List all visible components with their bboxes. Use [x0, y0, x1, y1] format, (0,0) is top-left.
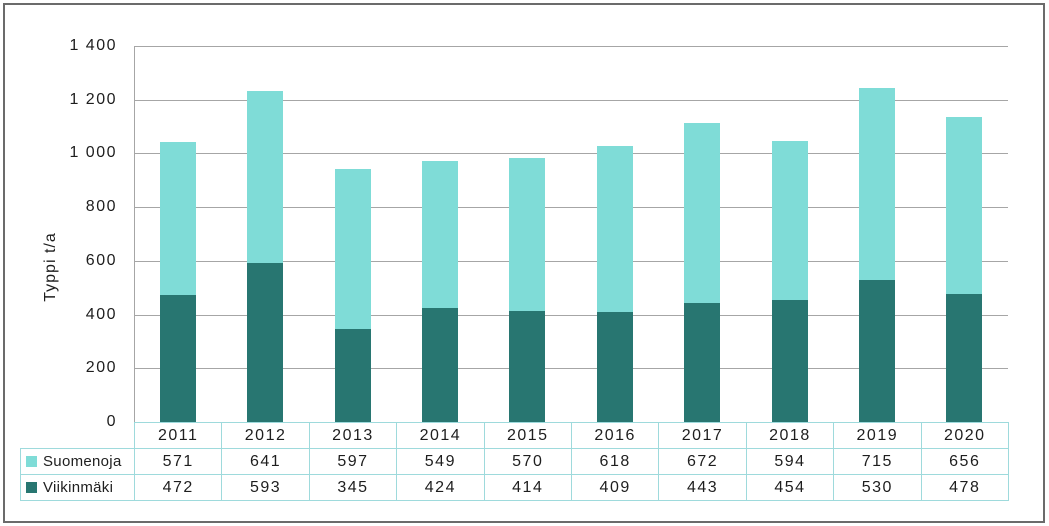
gridline — [134, 46, 1008, 47]
value-cell-viikinmaki-2019: 530 — [833, 474, 922, 501]
bar-segment-viikinmaki-2013 — [334, 329, 371, 422]
value-cell-viikinmaki-2011: 472 — [133, 474, 223, 501]
legend-label-viikinmaki: Viikinmäki — [43, 479, 114, 496]
value-cell-suomenoja-2020: 656 — [920, 448, 1010, 475]
bar-segment-suomenoja-2017 — [684, 122, 721, 304]
value-cell-suomenoja-2012: 641 — [221, 448, 310, 475]
gridline — [134, 153, 1008, 155]
bar-segment-viikinmaki-2012 — [247, 262, 284, 422]
year-header-cell: 2017 — [658, 422, 747, 449]
y-axis-tick-label: 800 — [85, 198, 117, 216]
year-header-row: 2011 2012 2013 2014 2015 2016 2017 2018 2019 2020 — [21, 422, 1010, 449]
gridline — [134, 260, 1008, 262]
y-axis-line — [134, 46, 135, 423]
value-cell-viikinmaki-2017: 443 — [658, 474, 747, 501]
value-cell-suomenoja-2019: 715 — [833, 448, 922, 475]
year-header-cell: 2018 — [745, 422, 835, 449]
y-axis-tick-label: 1 000 — [69, 144, 117, 162]
value-cell-suomenoja-2018: 594 — [745, 448, 835, 475]
bar-segment-viikinmaki-2011 — [159, 295, 196, 422]
bar-segment-viikinmaki-2016 — [596, 312, 633, 422]
value-cell-viikinmaki-2016: 409 — [570, 474, 660, 501]
value-cell-viikinmaki-2020: 478 — [920, 474, 1010, 501]
bar-segment-viikinmaki-2020 — [946, 293, 983, 422]
value-cell-viikinmaki-2018: 454 — [745, 474, 835, 501]
bar-segment-suomenoja-2014 — [421, 160, 458, 309]
value-cell-suomenoja-2016: 618 — [570, 448, 660, 475]
year-header-cell: 2015 — [483, 422, 572, 449]
bar-segment-suomenoja-2015 — [509, 157, 546, 311]
value-cell-viikinmaki-2014: 424 — [396, 474, 485, 501]
bar-segment-suomenoja-2013 — [334, 169, 371, 330]
value-cell-suomenoja-2015: 570 — [483, 448, 572, 475]
y-axis-tick-label: 600 — [85, 251, 117, 269]
bar-segment-viikinmaki-2015 — [509, 310, 546, 422]
bar-segment-suomenoja-2016 — [596, 146, 633, 313]
bar-segment-viikinmaki-2017 — [684, 303, 721, 422]
value-cell-suomenoja-2017: 672 — [658, 448, 747, 475]
y-axis-tick-label: 1 400 — [69, 37, 117, 54]
y-axis-tick-label: 1 200 — [69, 90, 117, 108]
data-table: 2011 2012 2013 2014 2015 2016 2017 2018 2019 2020… — [20, 422, 1010, 501]
plot-area — [134, 46, 1008, 422]
value-cell-suomenoja-2014: 549 — [396, 448, 485, 475]
bar-segment-suomenoja-2019 — [858, 87, 895, 280]
legend-cell-suomenoja: Suomenoja — [20, 448, 135, 475]
value-cell-suomenoja-2011: 571 — [133, 448, 223, 475]
chart-frame: Typpi t/a 1 400 1 200 1 000 800 600 400 200 0 2… — [3, 3, 1045, 523]
bar-segment-suomenoja-2012 — [247, 90, 284, 263]
year-header-cell: 2020 — [920, 422, 1010, 449]
value-cell-viikinmaki-2012: 593 — [221, 474, 310, 501]
gridline — [134, 314, 1008, 316]
value-cell-viikinmaki-2013: 345 — [308, 474, 398, 501]
year-header-cell: 2013 — [308, 422, 398, 449]
year-header-cell: 2019 — [833, 422, 922, 449]
bar-segment-viikinmaki-2019 — [858, 279, 895, 422]
year-header-cell: 2012 — [221, 422, 310, 449]
series-row-suomenoja: Suomenoja 571 641 597 549 570 618 672 594 715 656 — [20, 448, 1010, 475]
bar-segment-suomenoja-2020 — [946, 117, 983, 294]
value-cell-suomenoja-2013: 597 — [308, 448, 398, 475]
y-axis-tick-label: 200 — [85, 359, 117, 377]
y-axis-tick-label: 400 — [85, 305, 117, 323]
year-header-cell: 2011 — [133, 422, 223, 449]
legend-cell-viikinmaki: Viikinmäki — [20, 474, 135, 501]
gridline — [134, 207, 1008, 209]
series-row-viikinmaki: Viikinmäki 472 593 345 424 414 409 443 454 530 478 — [20, 474, 1010, 501]
legend-label-suomenoja: Suomenoja — [43, 453, 122, 470]
value-cell-viikinmaki-2015: 414 — [483, 474, 572, 501]
bar-segment-suomenoja-2011 — [159, 141, 196, 296]
legend-swatch-suomenoja — [26, 456, 37, 467]
y-axis-tick-label: 0 — [106, 413, 117, 430]
bar-segment-viikinmaki-2014 — [421, 308, 458, 422]
gridline — [134, 368, 1008, 370]
legend-swatch-viikinmaki — [26, 482, 37, 493]
year-header-cell: 2014 — [396, 422, 485, 449]
gridline — [134, 99, 1008, 101]
year-header-cell: 2016 — [570, 422, 660, 449]
bar-segment-suomenoja-2018 — [771, 140, 808, 301]
bar-segment-viikinmaki-2018 — [771, 300, 808, 422]
table-corner-cell — [21, 423, 135, 449]
